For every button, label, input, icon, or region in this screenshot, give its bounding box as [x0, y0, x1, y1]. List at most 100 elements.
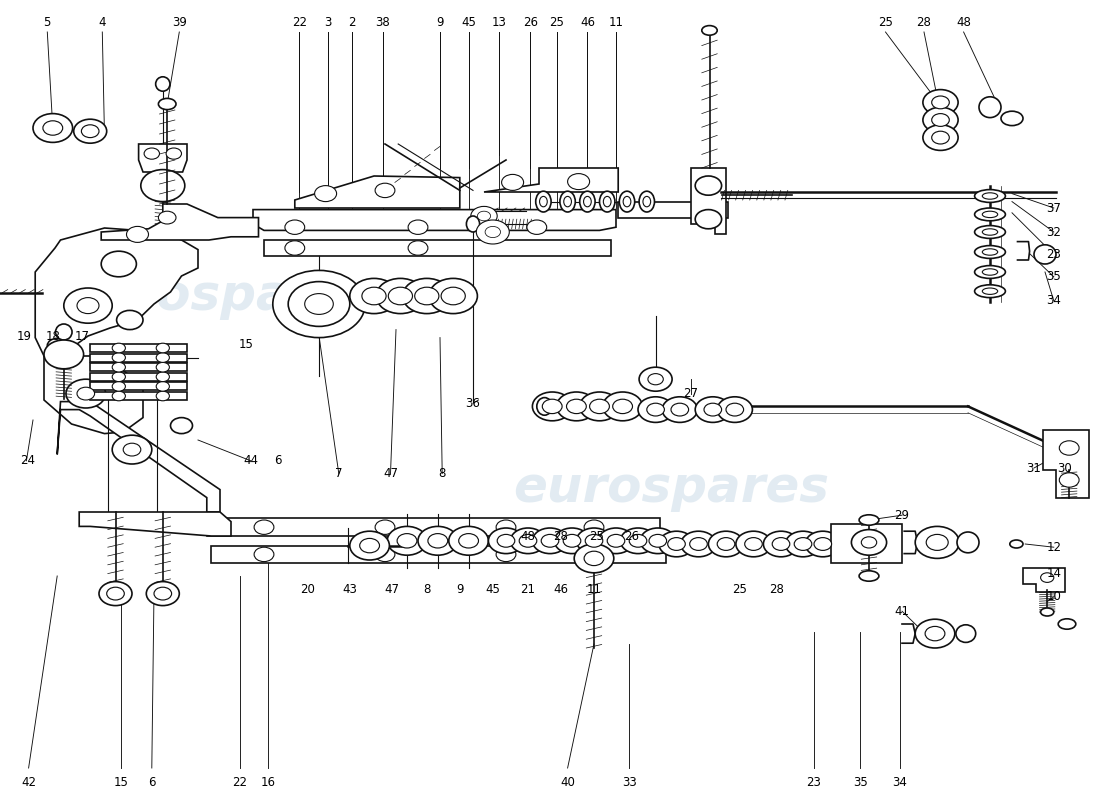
Circle shape [146, 582, 179, 606]
Text: 34: 34 [1046, 294, 1062, 307]
Ellipse shape [600, 191, 615, 212]
Circle shape [170, 418, 192, 434]
Ellipse shape [975, 190, 1005, 202]
Polygon shape [1043, 430, 1089, 498]
Circle shape [388, 287, 412, 305]
Circle shape [785, 531, 821, 557]
Polygon shape [1023, 568, 1065, 592]
Ellipse shape [580, 191, 595, 212]
Ellipse shape [956, 625, 976, 642]
Circle shape [541, 534, 559, 547]
Text: 20: 20 [300, 583, 316, 596]
Circle shape [107, 587, 124, 600]
Text: 26: 26 [624, 530, 639, 542]
Circle shape [563, 534, 581, 547]
Circle shape [350, 278, 398, 314]
Polygon shape [207, 518, 660, 536]
Text: 11: 11 [608, 16, 624, 29]
Text: 11: 11 [586, 583, 602, 596]
Circle shape [158, 211, 176, 224]
Circle shape [915, 526, 959, 558]
Text: 9: 9 [437, 16, 443, 29]
Text: 26: 26 [522, 16, 538, 29]
Circle shape [620, 528, 656, 554]
Text: 35: 35 [1046, 270, 1062, 283]
Polygon shape [264, 240, 610, 256]
Text: 33: 33 [621, 776, 637, 789]
Ellipse shape [859, 571, 879, 581]
Text: 44: 44 [243, 454, 258, 467]
Text: 14: 14 [1046, 567, 1062, 580]
Circle shape [925, 626, 945, 641]
Circle shape [166, 148, 182, 159]
Text: 13: 13 [492, 16, 507, 29]
Circle shape [745, 538, 762, 550]
Circle shape [681, 531, 716, 557]
Ellipse shape [619, 191, 635, 212]
Circle shape [640, 528, 675, 554]
Circle shape [649, 534, 667, 547]
Circle shape [441, 287, 465, 305]
Text: 46: 46 [580, 16, 595, 29]
Circle shape [449, 526, 488, 555]
Circle shape [156, 391, 169, 401]
Circle shape [576, 528, 612, 554]
Circle shape [408, 241, 428, 255]
Circle shape [144, 148, 159, 159]
Circle shape [717, 538, 735, 550]
Circle shape [926, 534, 948, 550]
Polygon shape [57, 402, 220, 512]
Circle shape [112, 435, 152, 464]
Polygon shape [830, 524, 902, 563]
Text: 22: 22 [232, 776, 248, 789]
Circle shape [154, 587, 172, 600]
Text: 10: 10 [1046, 590, 1062, 603]
Polygon shape [139, 144, 187, 172]
Text: 31: 31 [1026, 462, 1042, 474]
Polygon shape [484, 168, 618, 192]
Circle shape [915, 619, 955, 648]
Polygon shape [90, 382, 187, 390]
Text: 38: 38 [375, 16, 390, 29]
Ellipse shape [158, 98, 176, 110]
Circle shape [805, 531, 840, 557]
Polygon shape [90, 392, 187, 400]
Circle shape [923, 107, 958, 133]
Circle shape [112, 391, 125, 401]
Ellipse shape [975, 285, 1005, 298]
Circle shape [360, 538, 379, 553]
Text: 34: 34 [892, 776, 907, 789]
Circle shape [708, 531, 744, 557]
Ellipse shape [982, 288, 998, 294]
Text: 6: 6 [148, 776, 155, 789]
Circle shape [532, 528, 568, 554]
Polygon shape [90, 344, 187, 352]
Circle shape [428, 534, 448, 548]
Text: eurospares: eurospares [62, 272, 378, 320]
Circle shape [112, 372, 125, 382]
Ellipse shape [55, 324, 73, 340]
Circle shape [629, 534, 647, 547]
Circle shape [47, 338, 67, 353]
Ellipse shape [702, 26, 717, 35]
Circle shape [851, 530, 887, 555]
Ellipse shape [537, 398, 552, 415]
Circle shape [429, 278, 477, 314]
Ellipse shape [563, 196, 572, 207]
Ellipse shape [642, 196, 651, 207]
Circle shape [101, 251, 136, 277]
Circle shape [315, 186, 337, 202]
Circle shape [794, 538, 812, 550]
Circle shape [662, 397, 697, 422]
Circle shape [695, 397, 730, 422]
Text: 25: 25 [588, 530, 604, 542]
Ellipse shape [979, 97, 1001, 118]
Circle shape [254, 520, 274, 534]
Ellipse shape [603, 196, 612, 207]
Circle shape [717, 397, 752, 422]
Circle shape [584, 547, 604, 562]
Text: 46: 46 [553, 583, 569, 596]
Ellipse shape [1041, 608, 1054, 616]
Ellipse shape [560, 191, 575, 212]
Text: 22: 22 [292, 16, 307, 29]
